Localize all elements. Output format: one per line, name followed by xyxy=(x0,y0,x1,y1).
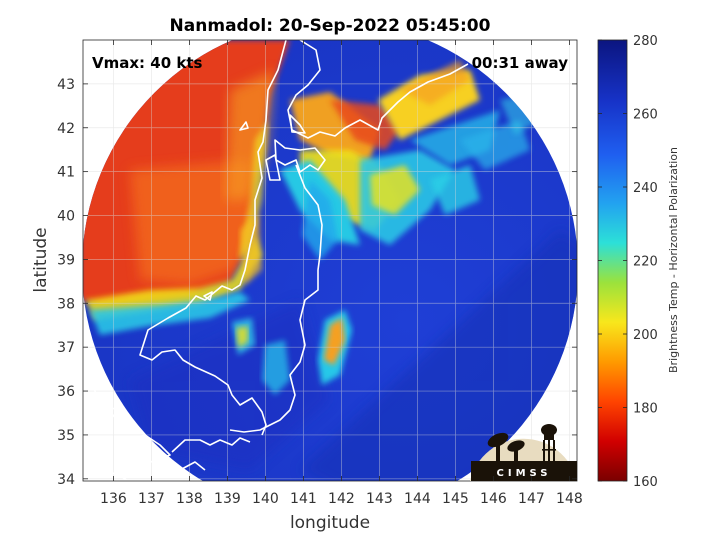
figure-title: Nanmadol: 20-Sep-2022 05:45:00 xyxy=(170,16,491,36)
vmax-label: Vmax: 40 kts xyxy=(92,54,202,72)
x-axis: 136 137 138 139 140 141 142 143 144 145 146 147 148 xyxy=(100,40,583,507)
x-tick-label: 147 xyxy=(518,491,545,507)
y-tick-label: 37 xyxy=(57,340,75,356)
colorbar-tick-label: 160 xyxy=(633,475,658,490)
x-tick-label: 143 xyxy=(366,491,393,507)
x-tick-label: 137 xyxy=(138,491,165,507)
x-tick-label: 148 xyxy=(556,491,583,507)
y-tick-label: 38 xyxy=(57,296,75,312)
y-tick-label: 34 xyxy=(57,472,75,488)
x-tick-label: 145 xyxy=(442,491,469,507)
colorbar-tick-label: 240 xyxy=(633,181,658,196)
satellite-swath xyxy=(83,40,577,481)
colorbar-tick-label: 180 xyxy=(633,402,658,417)
y-tick-label: 39 xyxy=(57,252,75,268)
x-tick-label: 142 xyxy=(328,491,355,507)
colorbar-gradient xyxy=(597,39,628,482)
y-axis: 34 35 36 37 38 39 40 41 42 43 xyxy=(57,77,577,488)
gridlines xyxy=(83,40,577,481)
colorbar-tick-label: 260 xyxy=(633,108,658,123)
away-label: 00:31 away xyxy=(472,54,569,72)
cimss-logo: CIMSS xyxy=(470,424,577,481)
colorbar-tick-label: 280 xyxy=(633,34,658,49)
y-tick-label: 36 xyxy=(57,384,75,400)
x-axis-label: longitude xyxy=(290,513,370,533)
coastlines xyxy=(83,40,469,481)
colorbar: 160 180 200 220 240 260 280 Brightness Temp - … xyxy=(597,34,680,490)
y-tick-label: 35 xyxy=(57,428,75,444)
x-tick-label: 139 xyxy=(214,491,241,507)
y-tick-label: 43 xyxy=(57,77,75,93)
colorbar-label: Brightness Temp - Horizontal Polarizatio… xyxy=(667,147,680,373)
y-tick-label: 40 xyxy=(57,209,75,225)
water-tower-icon xyxy=(541,424,557,461)
x-tick-label: 146 xyxy=(480,491,507,507)
colorbar-ticks: 160 180 200 220 240 260 280 xyxy=(598,34,658,490)
plot-frame xyxy=(82,39,578,482)
y-tick-label: 42 xyxy=(57,121,75,137)
x-tick-label: 144 xyxy=(404,491,431,507)
y-axis-label: latitude xyxy=(31,227,51,292)
logo-text: CIMSS xyxy=(497,468,552,479)
colorbar-tick-label: 220 xyxy=(633,255,658,270)
colorbar-tick-label: 200 xyxy=(633,328,658,343)
x-tick-label: 141 xyxy=(290,491,317,507)
satellite-dish-icon xyxy=(487,432,525,461)
x-tick-label: 138 xyxy=(176,491,203,507)
y-tick-label: 41 xyxy=(57,165,75,181)
x-tick-label: 136 xyxy=(100,491,127,507)
x-tick-label: 140 xyxy=(252,491,279,507)
